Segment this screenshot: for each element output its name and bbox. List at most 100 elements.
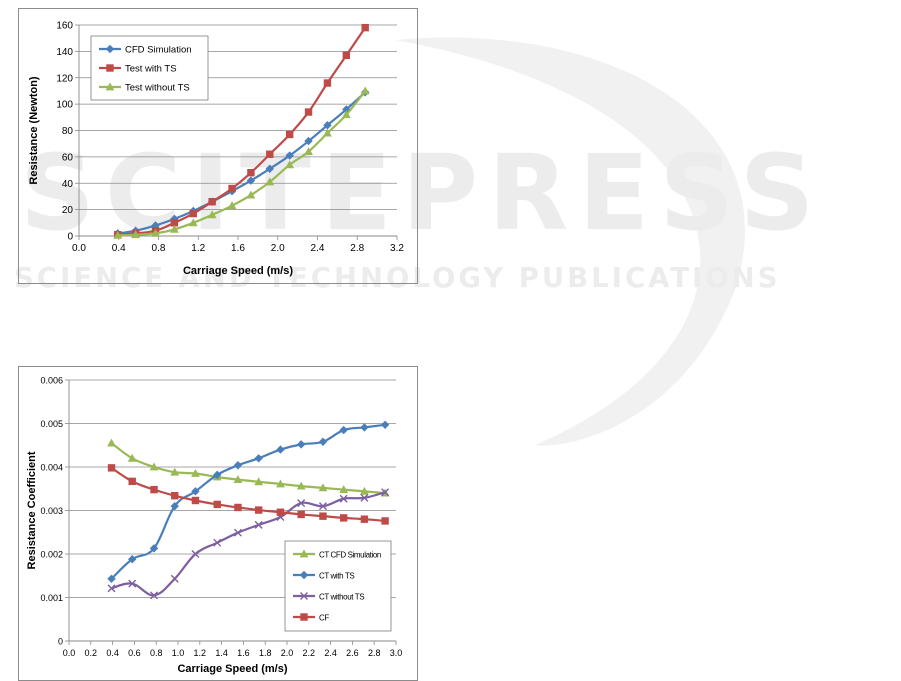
y-tick-label: 0.003 (40, 506, 63, 516)
data-point-ct-without-ts (233, 528, 242, 537)
data-point-ct-without-ts (213, 538, 222, 547)
data-point-test-without-ts (151, 228, 160, 237)
data-point-test-without-ts (304, 147, 313, 155)
data-point-ct-without-ts (128, 579, 137, 588)
data-point-test-without-ts (227, 201, 237, 210)
y-tick-label: 0 (67, 232, 73, 243)
legend: CFD Simulation Test with TS Test without T… (90, 35, 209, 101)
x-tick-label: 2.2 (303, 648, 316, 658)
data-point-ct-cfd-simulation (254, 477, 264, 486)
data-point-ct-cfd-simulation (276, 479, 285, 488)
data-point-cf (360, 515, 369, 523)
data-point-ct-with-ts (233, 461, 243, 470)
data-point-test-without-ts (113, 230, 123, 239)
data-point-ct-with-ts (360, 423, 369, 432)
legend-swatch-marker (300, 613, 308, 621)
x-tick-label: 0.2 (85, 648, 98, 658)
data-point-test-without-ts (323, 128, 332, 137)
y-tick-label: 20 (62, 205, 74, 216)
data-point-test-without-ts (341, 110, 351, 119)
data-point-test-without-ts (188, 218, 198, 227)
x-tick-label: 2.0 (271, 243, 285, 254)
x-tick-label: 1.2 (194, 648, 207, 658)
series-ct-with-ts (107, 420, 390, 583)
resistance-chart-svg: 0 20 40 60 80 100 120 140 160 0.0 0.4 0.8 1.2 1.6 2.0 2… (28, 21, 404, 278)
legend-swatch-marker (105, 44, 115, 54)
data-point-ct-cfd-simulation (127, 453, 137, 462)
data-point-ct-cfd-simulation (170, 467, 180, 476)
data-point-ct-without-ts (191, 550, 200, 558)
y-tick-label: 0.006 (40, 376, 63, 386)
data-point-ct-with-ts (149, 544, 159, 553)
x-tick-label: 3.0 (390, 648, 403, 658)
data-point-test-without-ts (131, 230, 141, 239)
x-tick-label: 0.4 (106, 648, 119, 658)
x-tick-label: 1.2 (191, 243, 205, 254)
data-point-ct-cfd-simulation (296, 481, 306, 490)
data-point-ct-with-ts (380, 420, 390, 430)
data-point-test-with-ts (170, 219, 179, 227)
data-point-cf (191, 496, 200, 505)
legend-label: Test without TS (125, 83, 190, 94)
legend-swatch-marker (299, 549, 309, 558)
data-point-ct-with-ts (296, 440, 306, 449)
data-point-ct-cfd-simulation (191, 469, 200, 477)
legend: CT CFD Simulation CT with TS CT without TS… (284, 540, 392, 632)
y-tick-label: 160 (56, 21, 73, 32)
data-point-ct-with-ts (170, 501, 179, 511)
data-point-cf (128, 477, 136, 486)
y-axis-title: Resistance (Newton) (28, 76, 40, 185)
data-point-ct-without-ts (170, 574, 179, 583)
data-point-ct-with-ts (276, 445, 285, 454)
data-point-cf (276, 508, 285, 516)
data-point-test-with-ts (189, 209, 197, 218)
data-point-ct-without-ts (150, 591, 159, 600)
data-point-ct-without-ts (318, 502, 327, 511)
x-tick-label: 0.0 (63, 648, 76, 658)
data-point-cf (213, 500, 221, 509)
y-tick-label: 40 (62, 179, 74, 190)
series-line-ct-without-ts (111, 491, 386, 597)
legend-label: CF (319, 614, 329, 623)
x-tick-label: 3.2 (390, 243, 404, 254)
x-tick-label: 0.0 (72, 243, 86, 254)
data-point-test-with-ts (342, 51, 351, 60)
resistance-chart: 0 20 40 60 80 100 120 140 160 0.0 0.4 0.8 1.2 1.6 2.0 2… (18, 8, 418, 284)
legend-swatch-marker (299, 570, 309, 580)
y-tick-label: 0.005 (40, 419, 63, 429)
data-point-test-without-ts (265, 177, 275, 186)
data-point-test-with-ts (285, 130, 294, 139)
data-point-test-without-ts (207, 210, 217, 219)
data-point-cf (297, 510, 305, 519)
data-point-test-with-ts (266, 150, 274, 158)
data-point-ct-cfd-simulation (107, 438, 116, 447)
data-point-ct-cfd-simulation (318, 483, 328, 492)
data-point-test-with-ts (228, 184, 236, 193)
series-line-cfd-simulation (117, 91, 366, 235)
x-tick-label: 1.6 (237, 648, 250, 658)
y-tick-label: 0.002 (40, 550, 63, 560)
legend-swatch-marker (106, 64, 114, 72)
y-tick-label: 0 (58, 637, 63, 647)
x-tick-label: 0.6 (128, 648, 141, 658)
legend-label: CT without TS (319, 593, 364, 602)
data-point-ct-without-ts (381, 488, 390, 497)
x-tick-label: 1.0 (172, 648, 185, 658)
legend-label: CFD Simulation (125, 45, 192, 56)
legend-label: Test with TS (125, 64, 177, 75)
data-point-ct-cfd-simulation (359, 486, 369, 495)
data-point-ct-with-ts (339, 425, 348, 435)
data-point-cf (150, 485, 158, 494)
x-tick-label: 1.8 (259, 648, 272, 658)
data-point-cfd-simulation (246, 176, 256, 185)
y-tick-label: 0.001 (40, 593, 63, 603)
series-line-cf (110, 466, 386, 523)
y-tick-label: 100 (56, 100, 73, 111)
data-point-test-without-ts (170, 224, 179, 233)
series-test-without-ts (113, 86, 370, 239)
x-tick-label: 2.0 (281, 648, 294, 658)
x-axis-title: Carriage Speed (m/s) (183, 265, 293, 277)
y-tick-label: 140 (56, 47, 73, 58)
data-point-cf (339, 514, 348, 522)
x-tick-label: 2.4 (324, 648, 337, 658)
